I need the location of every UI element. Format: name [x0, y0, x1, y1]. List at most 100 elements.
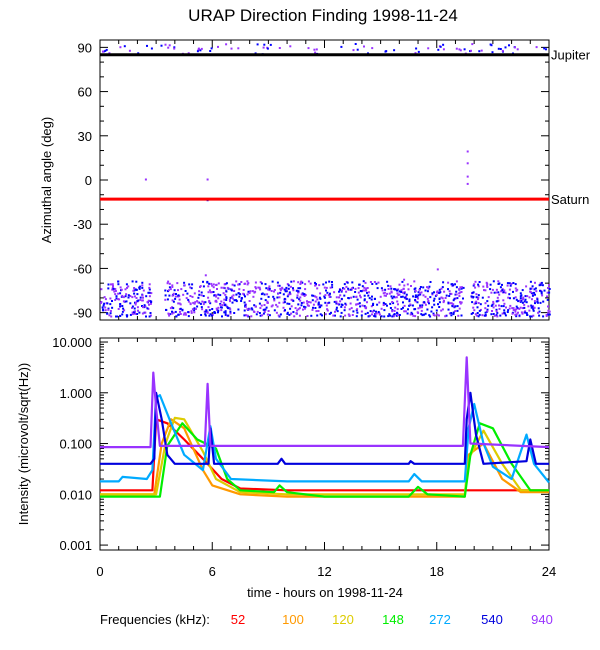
azimuth-point	[148, 288, 151, 291]
azimuth-point	[225, 296, 228, 299]
azimuth-point	[532, 308, 535, 311]
azimuth-point	[295, 312, 298, 315]
azimuth-point	[438, 306, 441, 308]
azimuth-point	[316, 298, 319, 301]
azimuth-point	[208, 299, 211, 302]
azimuth-point	[174, 297, 177, 300]
azimuth-point	[141, 284, 144, 287]
azimuth-point	[126, 315, 128, 318]
azimuth-point	[519, 292, 522, 295]
azimuth-point	[471, 43, 474, 46]
azimuth-point	[304, 294, 307, 296]
azimuth-point	[363, 294, 366, 297]
azimuth-point	[220, 309, 223, 312]
azimuth-point	[402, 301, 404, 304]
azimuth-point	[414, 287, 417, 290]
azimuth-point	[184, 312, 187, 315]
azimuth-point	[191, 308, 194, 311]
azimuth-point	[246, 283, 249, 286]
azimuth-point	[547, 309, 550, 312]
azimuth-point	[199, 285, 202, 288]
azimuth-point	[111, 288, 114, 291]
azimuth-point	[376, 287, 379, 290]
azimuth-point	[245, 314, 247, 317]
azimuth-point	[147, 291, 150, 294]
azimuth-point	[454, 305, 457, 308]
azimuth-point	[447, 301, 450, 304]
azimuth-point	[322, 283, 325, 286]
azimuth-point	[296, 294, 299, 297]
azimuth-point	[455, 280, 458, 283]
azimuth-point	[515, 313, 518, 316]
azimuth-point	[124, 288, 127, 291]
azimuth-point	[378, 313, 381, 316]
azimuth-point	[292, 311, 295, 313]
azimuth-point	[323, 286, 326, 289]
azimuth-point	[290, 280, 293, 283]
azimuth-point	[294, 307, 297, 310]
azimuth-point	[428, 285, 431, 288]
azimuth-point	[183, 284, 186, 287]
azimuth-point	[244, 295, 246, 298]
azimuth-point	[343, 309, 346, 312]
azimuth-point	[445, 314, 448, 317]
azimuth-point	[335, 296, 338, 299]
azimuth-point	[276, 281, 279, 284]
azimuth-point	[340, 45, 343, 48]
azimuth-point	[364, 281, 367, 284]
azimuth-point	[530, 287, 533, 290]
azimuth-point	[495, 288, 498, 291]
azimuth-point	[533, 291, 535, 294]
azimuth-point	[286, 302, 289, 305]
azimuth-point	[376, 303, 379, 306]
azimuth-point	[461, 286, 463, 289]
intensity-series	[100, 356, 550, 498]
azimuth-scatter-points	[100, 43, 551, 318]
azimuth-point	[289, 293, 292, 296]
azimuth-point	[328, 296, 331, 298]
azimuth-point	[179, 307, 182, 310]
azimuth-point	[340, 297, 343, 300]
azimuth-point	[429, 315, 432, 318]
azimuth-point	[357, 291, 360, 294]
azimuth-point	[104, 309, 107, 312]
azimuth-point	[414, 300, 417, 303]
azimuth-point	[242, 292, 245, 295]
azimuth-point	[452, 303, 455, 306]
azimuth-point	[506, 311, 509, 313]
azimuth-point	[285, 286, 288, 289]
azimuth-point	[210, 314, 213, 317]
x-tick-label: 6	[209, 564, 216, 579]
azimuth-point	[319, 313, 322, 316]
azimuth-point	[202, 303, 205, 306]
azimuth-point	[521, 289, 524, 292]
azimuth-point	[371, 295, 373, 298]
azimuth-point	[438, 314, 440, 317]
azimuth-point	[136, 306, 139, 309]
azimuth-point	[257, 286, 260, 289]
azimuth-point	[143, 304, 146, 307]
azimuth-point	[548, 284, 550, 287]
azimuth-point	[102, 304, 105, 307]
azimuth-point	[209, 50, 212, 52]
azimuth-point	[330, 311, 332, 314]
azimuth-point	[319, 297, 322, 300]
azimuth-point	[525, 285, 528, 288]
azimuth-point	[325, 286, 328, 289]
azimuth-point	[442, 281, 445, 284]
azimuth-point	[310, 314, 313, 317]
azimuth-point	[398, 293, 401, 296]
azimuth-point	[145, 315, 147, 318]
azimuth-point	[504, 314, 507, 317]
azimuth-point	[514, 296, 517, 299]
azimuth-point	[265, 287, 268, 290]
azimuth-point	[338, 290, 340, 293]
azimuth-point	[222, 292, 225, 295]
azimuth-outlier-point	[466, 150, 469, 153]
azimuth-point	[513, 46, 516, 49]
azimuth-point	[173, 47, 176, 50]
azimuth-point	[540, 291, 543, 293]
azimuth-point	[181, 309, 184, 312]
azimuth-tick-label: 0	[85, 173, 92, 188]
azimuth-point	[273, 297, 276, 300]
